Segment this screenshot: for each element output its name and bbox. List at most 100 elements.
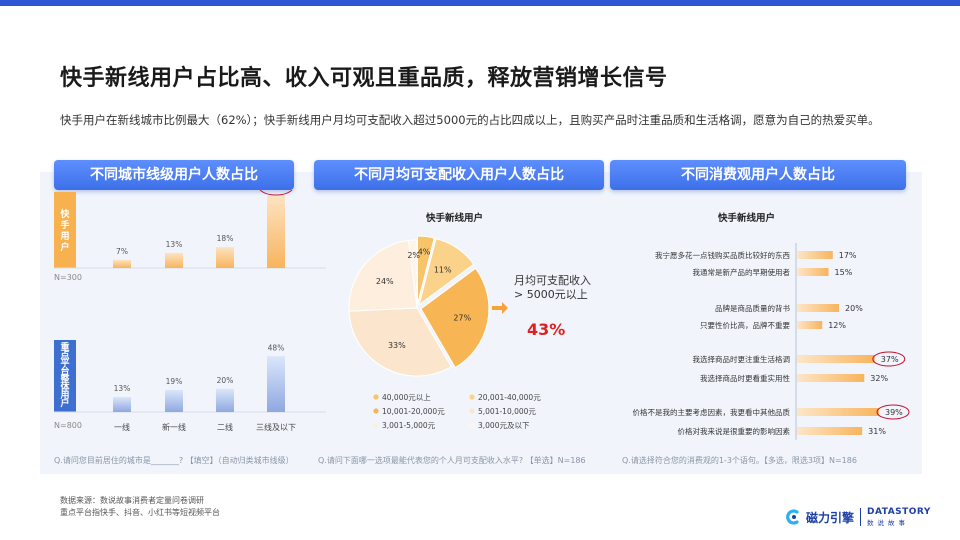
- series-label-char: 重: [60, 341, 69, 353]
- bar-value-label: 48%: [268, 343, 285, 352]
- hbar-category-label: 我选择商品时更注重生活格调: [693, 354, 791, 364]
- pie-slice-label: 11%: [434, 266, 452, 275]
- highlight-ellipse: [259, 190, 293, 196]
- footnote-consumption: Q.请选择符合您的消费观的1-3个语句。【多选，限选3项】N=186: [622, 456, 857, 465]
- pie-slice: [348, 239, 418, 312]
- callout-text: 月均可支配收入: [514, 273, 591, 287]
- pie-slice: [418, 238, 475, 306]
- consumption-hbar-chart: 我宁愿多花一点钱购买品质比较好的东西 17% 我通常是新产品的早期使用者 15% 品牌是…: [633, 243, 910, 440]
- footnote-income: Q.请问下面哪一选项最能代表您的个人月可支配收入水平? 【单选】N=186: [318, 456, 586, 465]
- series-label-box: [54, 192, 76, 268]
- hbar: [797, 408, 879, 416]
- page-subtitle: 快手用户在新线城市比例最大（62%）；快手新线用户月均可支配收入超过5000元的…: [60, 113, 880, 127]
- legend-swatch: [469, 422, 475, 428]
- hbar: [797, 268, 829, 276]
- hbar-value-label: 31%: [868, 427, 886, 436]
- pie-slice: [416, 235, 435, 305]
- bar: [113, 396, 131, 412]
- legend-swatch: [373, 408, 379, 414]
- series-label-char: 户: [60, 241, 69, 253]
- hbar: [797, 355, 875, 363]
- hbar-value-label: 17%: [839, 251, 857, 260]
- hbar-category-label: 品牌是商品质量的背书: [715, 303, 790, 313]
- hbar-value-label: 15%: [835, 268, 853, 277]
- hbar-category-label: 价格对我来说是很重要的影响因素: [678, 426, 791, 436]
- sample-size-label: N=800: [54, 421, 82, 430]
- hbar-chart-title: 快手新线用户: [718, 213, 776, 224]
- panel-header-consumption: 不同消费观用户人数占比: [610, 160, 906, 190]
- category-label: 新一线: [162, 422, 186, 432]
- legend-swatch: [373, 422, 379, 428]
- series-label-char: 台: [60, 365, 69, 377]
- pie-slice-label: 24%: [376, 277, 394, 286]
- legend-label: 40,000元以上: [382, 393, 431, 402]
- legend-label: 3,000元及以下: [478, 421, 530, 430]
- series-label-char: 用: [59, 231, 69, 242]
- source-line: 数据来源：数说故事消费者定量问卷调研: [60, 496, 204, 505]
- hbar: [797, 321, 823, 329]
- panel-consumption: [622, 172, 922, 474]
- hbar: [797, 304, 840, 312]
- hbar-category-label: 我宁愿多花一点钱购买品质比较好的东西: [655, 250, 790, 260]
- bar-value-label: 18%: [217, 234, 234, 243]
- legend-label: 10,001-20,000元: [382, 407, 445, 416]
- category-label: 二线: [217, 422, 233, 432]
- pie-slice: [348, 307, 452, 377]
- sample-size-label: N=300: [54, 273, 82, 282]
- pie-slice-label: 27%: [453, 313, 471, 322]
- logo-en-text: DATASTORY: [867, 507, 931, 517]
- series-label-char: 快: [60, 208, 70, 220]
- category-label: 三线及以下: [256, 422, 296, 432]
- brand-logos: 磁力引擎 DATASTORY 数说故事: [784, 505, 931, 529]
- income-pie-chart: 4% 11% 27% 33% 24% 2% 月均可支配收入> 5000元以上 43% 40,00…: [348, 235, 591, 430]
- top-accent-bar: [0, 0, 960, 6]
- callout-text: > 5000元以上: [514, 288, 588, 301]
- pie-slice-label: 2%: [407, 251, 420, 260]
- pie-slice: [420, 267, 490, 369]
- bar: [113, 259, 131, 268]
- hbar-category-label: 价格不是我的主要考虑因素，我更看中其他品质: [633, 407, 791, 417]
- hbar-category-label: 我选择商品时更看重实用性: [700, 373, 790, 383]
- magnet-logo-icon: [786, 509, 799, 525]
- legend-label: 20,001-40,000元: [478, 393, 541, 402]
- highlight-ellipse: [872, 351, 906, 367]
- pie-slice-label: 33%: [388, 341, 406, 350]
- bar: [216, 388, 234, 412]
- bar-value-label: 13%: [166, 240, 183, 249]
- series-label-char: 点: [60, 349, 69, 361]
- bar-value-label: 19%: [166, 377, 183, 386]
- series-label-char: 平: [60, 358, 69, 369]
- series-label-char: 体: [60, 381, 70, 393]
- panel-city-tier: [40, 172, 336, 474]
- logo-divider: [860, 508, 862, 526]
- city-tier-bar-chart: 快手用户7%13%18%62%N=300重点平台整体用户13%19%20%48%…: [54, 190, 326, 432]
- legend-swatch: [469, 394, 475, 400]
- bar-value-label: 62%: [268, 190, 285, 192]
- hbar-value-label: 12%: [828, 321, 846, 330]
- bar-value-label: 20%: [217, 376, 234, 385]
- series-label-char: 户: [60, 397, 69, 409]
- bar: [165, 252, 183, 268]
- source-note: 数据来源：数说故事消费者定量问卷调研 重点平台指快手、抖音、小红书等短视频平台: [60, 495, 220, 519]
- legend-swatch: [373, 394, 379, 400]
- bar-value-label: 13%: [114, 384, 131, 393]
- hbar: [797, 374, 865, 382]
- series-label-char: 用: [59, 390, 69, 401]
- legend-label: 5,001-10,000元: [478, 407, 536, 416]
- series-label-char: 手: [60, 219, 69, 231]
- highlight-ellipse: [876, 404, 910, 420]
- bar: [267, 196, 285, 268]
- callout-value: 43%: [527, 320, 565, 339]
- page-title: 快手新线用户占比高、收入可观且重品质，释放营销增长信号: [60, 66, 668, 91]
- bar: [216, 247, 234, 268]
- bar: [165, 389, 183, 412]
- bar-value-label: 7%: [116, 247, 128, 256]
- logo-cn-text: 磁力引擎: [806, 510, 855, 525]
- hbar: [797, 251, 833, 259]
- hbar-category-label: 我通常是新产品的早期使用者: [693, 267, 791, 277]
- hbar-category-label: 只要性价比高，品牌不重要: [700, 320, 790, 330]
- hbar-value-label: 20%: [845, 304, 863, 313]
- series-label-char: 整: [59, 373, 69, 385]
- pie-slice: [408, 239, 418, 309]
- pie-chart-title: 快手新线用户: [426, 213, 484, 224]
